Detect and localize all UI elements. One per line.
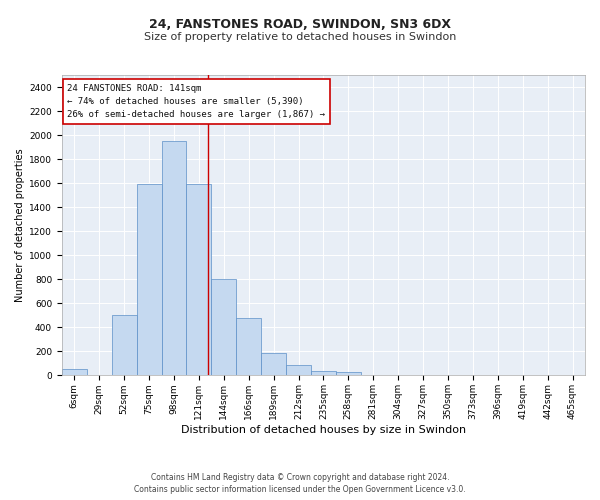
Text: 24 FANSTONES ROAD: 141sqm
← 74% of detached houses are smaller (5,390)
26% of se: 24 FANSTONES ROAD: 141sqm ← 74% of detac… — [67, 84, 325, 120]
Bar — [261, 353, 286, 376]
Text: 24, FANSTONES ROAD, SWINDON, SN3 6DX: 24, FANSTONES ROAD, SWINDON, SN3 6DX — [149, 18, 451, 30]
X-axis label: Distribution of detached houses by size in Swindon: Distribution of detached houses by size … — [181, 425, 466, 435]
Text: Contains public sector information licensed under the Open Government Licence v3: Contains public sector information licen… — [134, 485, 466, 494]
Bar — [236, 318, 261, 376]
Bar — [161, 141, 187, 376]
Bar — [336, 372, 361, 376]
Bar — [62, 370, 87, 376]
Bar — [187, 184, 211, 376]
Text: Size of property relative to detached houses in Swindon: Size of property relative to detached ho… — [144, 32, 456, 42]
Bar — [112, 316, 137, 376]
Bar — [311, 371, 336, 376]
Bar — [211, 280, 236, 376]
Bar — [137, 184, 161, 376]
Text: Contains HM Land Registry data © Crown copyright and database right 2024.: Contains HM Land Registry data © Crown c… — [151, 472, 449, 482]
Bar — [286, 364, 311, 376]
Y-axis label: Number of detached properties: Number of detached properties — [15, 148, 25, 302]
